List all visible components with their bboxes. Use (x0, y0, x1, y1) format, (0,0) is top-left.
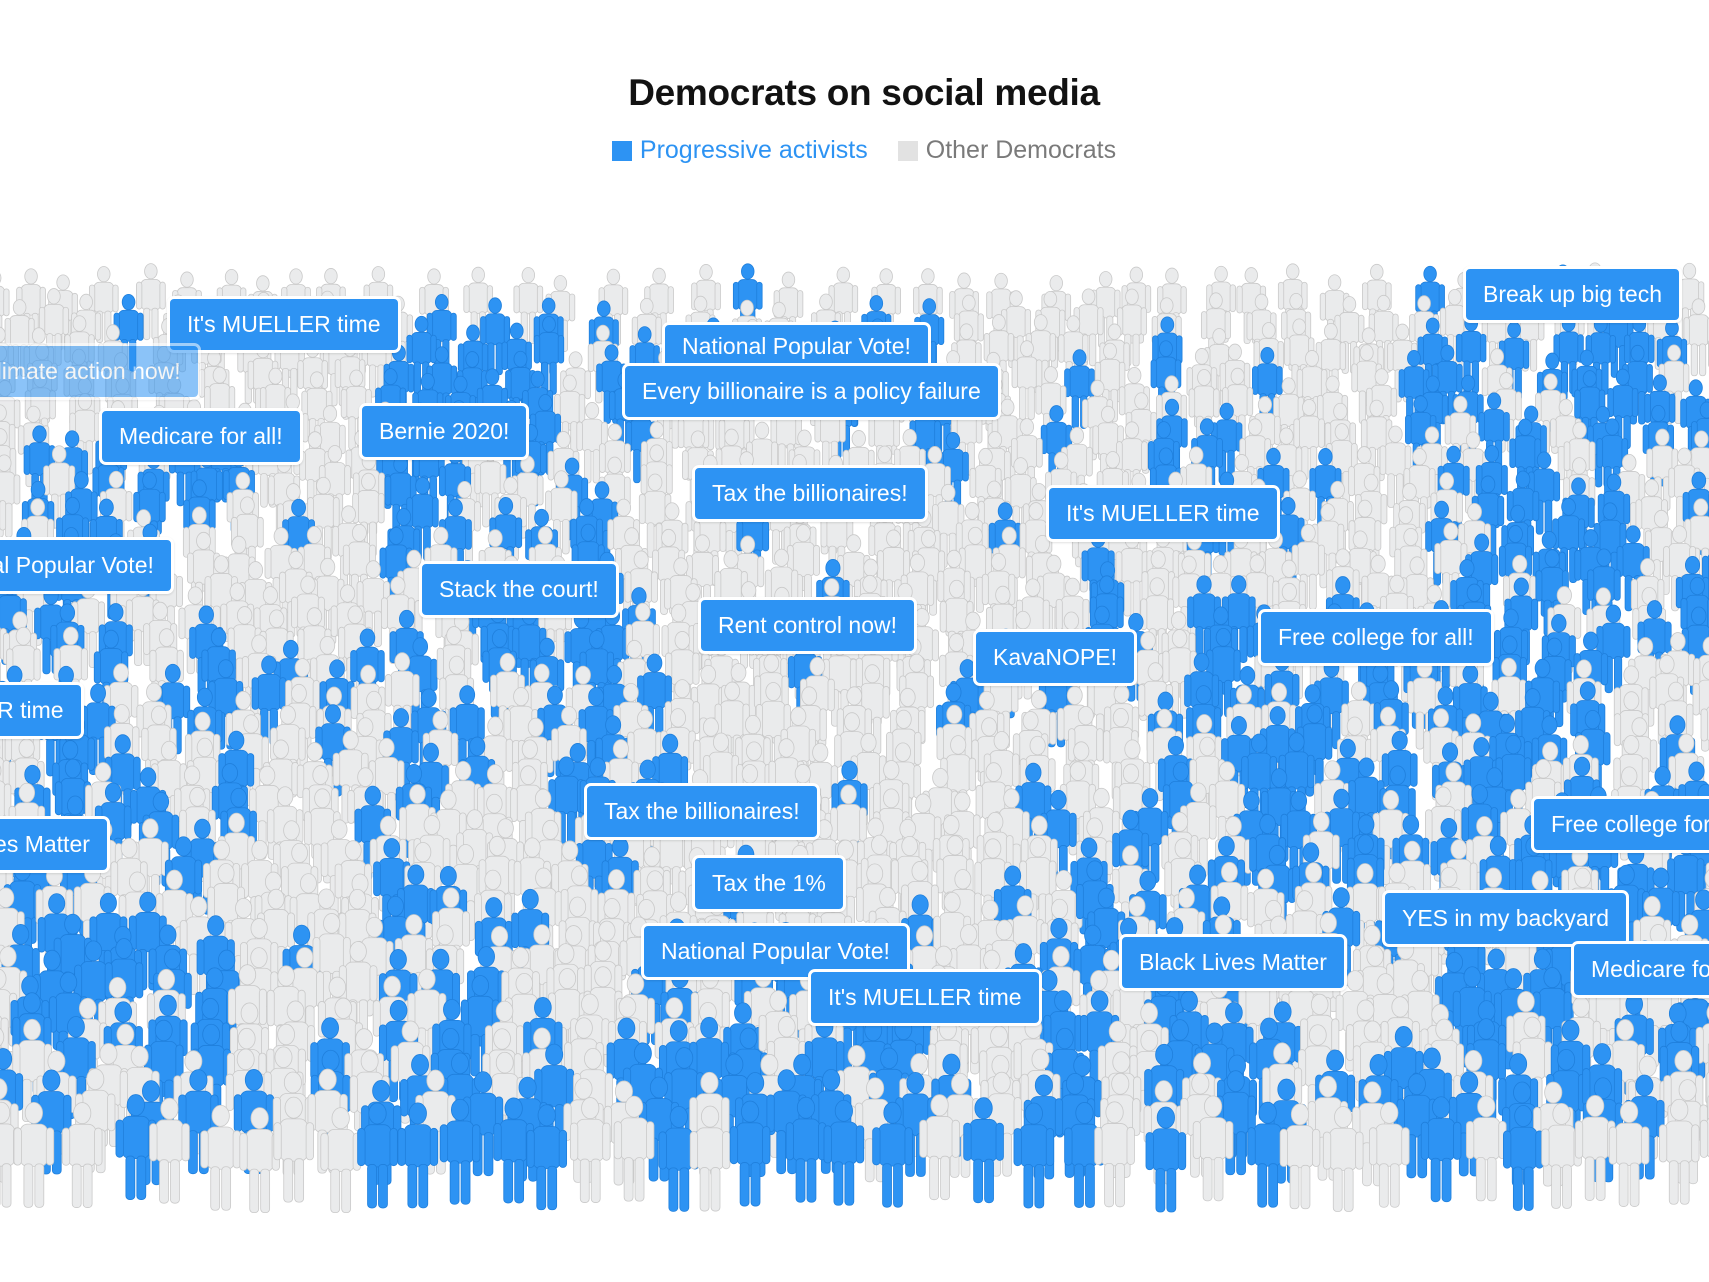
speech-bubble: Tax the billionaires! (584, 783, 820, 840)
other-person (1011, 340, 1043, 420)
progressive-person (533, 316, 565, 395)
other-person (88, 266, 119, 343)
progressive-person (1607, 368, 1639, 450)
other-person (931, 483, 965, 568)
speech-bubble: It's MUELLER time (808, 969, 1042, 1026)
other-person (1094, 342, 1126, 423)
legend-label-other: Other Democrats (925, 136, 1117, 164)
speech-bubble: Free college for all! (1258, 609, 1494, 666)
other-swatch (897, 140, 918, 161)
other-person (1658, 344, 1690, 425)
other-person (0, 499, 7, 531)
chart-title: Democrats on social media (628, 72, 1100, 113)
speech-bubble: Black Lives Matter (0, 816, 110, 873)
speech-bubble: Break up big tech (1463, 266, 1683, 323)
legend-item-progressive: Progressive activists (611, 136, 868, 165)
speech-bubble: It's MUELLER time (167, 296, 401, 353)
legend: Progressive activists Other Democrats (0, 136, 1709, 165)
speech-bubble: Black Lives Matter (1119, 934, 1347, 991)
progressive-swatch (611, 140, 632, 161)
speech-bubble: Rent control now! (698, 597, 917, 654)
other-person (545, 470, 578, 555)
speech-bubble: Stack the court! (419, 561, 619, 618)
speech-bubble: National Popular Vote! (0, 537, 174, 594)
speech-bubble: Climate action now! (0, 343, 201, 400)
speech-bubble: Medicare for all! (99, 408, 303, 465)
speech-bubble: Every billionaire is a policy failure (622, 363, 1001, 420)
speech-bubble: Tax the 1% (692, 855, 846, 912)
other-person (576, 402, 608, 484)
speech-bubble: Free college for all! (1531, 796, 1709, 853)
other-person (1379, 425, 1412, 508)
speech-bubble: YES in my backyard (1382, 890, 1630, 947)
speech-bubble: It's MUELLER time (0, 682, 84, 739)
progressive-person (1456, 314, 1487, 394)
legend-label-progressive: Progressive activists (639, 136, 868, 164)
legend-item-other: Other Democrats (897, 136, 1117, 165)
progressive-person (480, 297, 511, 376)
other-person (136, 263, 166, 341)
progressive-person (1585, 316, 1616, 395)
speech-bubble: KavaNOPE! (973, 629, 1137, 686)
other-person (828, 266, 859, 344)
other-person (1683, 298, 1709, 377)
speech-bubble: Medicare for all! (1571, 941, 1709, 998)
speech-bubble: Bernie 2020! (359, 403, 530, 460)
speech-bubble: Tax the billionaires! (692, 465, 928, 522)
speech-bubble: It's MUELLER time (1046, 485, 1280, 542)
